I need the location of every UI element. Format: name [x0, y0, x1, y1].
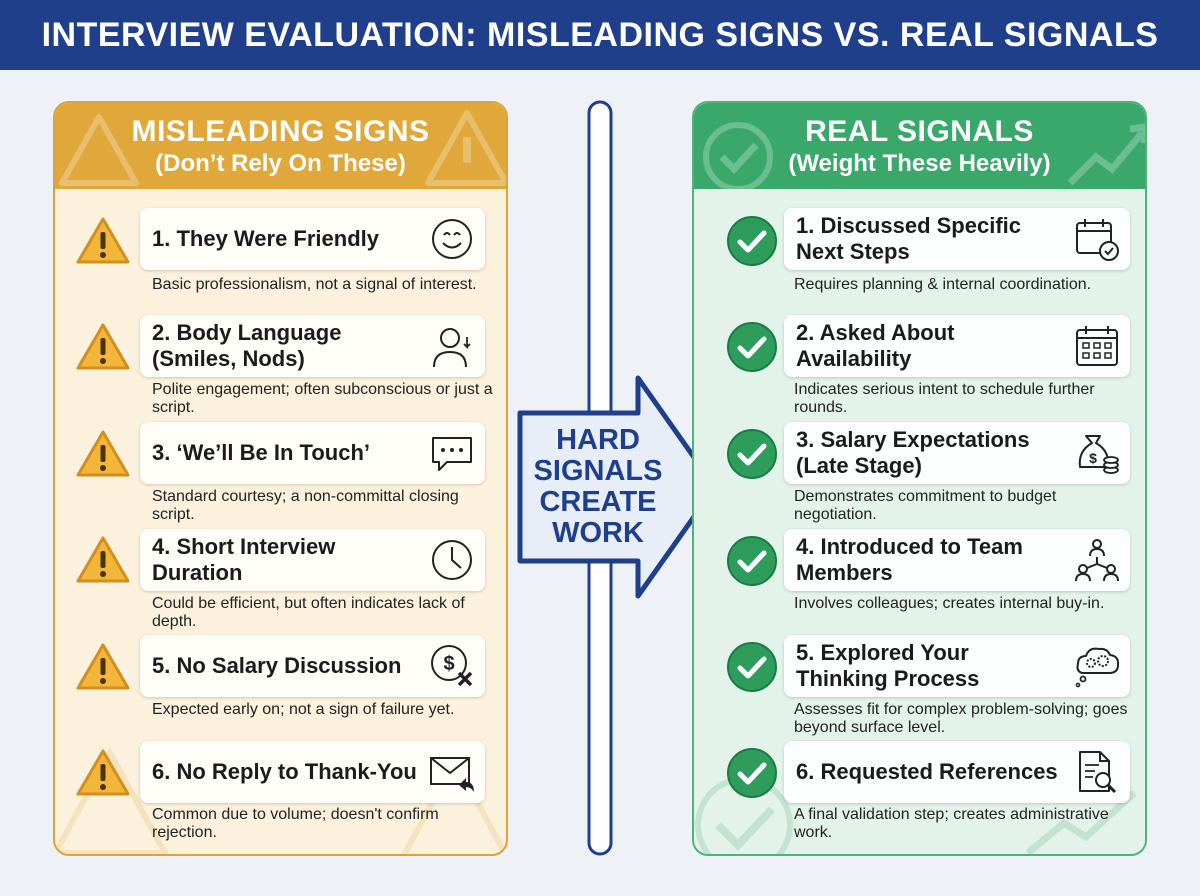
misleading-item-label: 3. ‘We’ll Be In Touch’	[152, 440, 370, 465]
real-signal-item-desc: Assesses fit for complex problem-solving…	[794, 701, 1128, 736]
misleading-item-6-card: 6. No Reply to Thank-You	[140, 741, 485, 803]
real-signal-item-3-card: 3. Salary Expectations (Late Stage) $	[784, 422, 1130, 484]
real-signal-item-label: 3. Salary Expectations (Late Stage)	[796, 427, 1030, 478]
no-money-icon: $	[431, 645, 473, 687]
page-header: INTERVIEW EVALUATION: MISLEADING SIGNS V…	[0, 0, 1200, 70]
misleading-item-desc: Standard courtesy; a non-committal closi…	[152, 488, 459, 523]
real-signal-item-desc: Demonstrates commitment to budget negoti…	[794, 488, 1057, 523]
misleading-item-label: 5. No Salary Discussion	[152, 653, 402, 678]
check-circle-icon	[727, 216, 777, 266]
check-circle-icon	[727, 642, 777, 692]
real-signal-item-6-card: 6. Requested References	[784, 741, 1130, 803]
misleading-item-4-card: 4. Short Interview Duration	[140, 529, 485, 591]
document-search-icon	[1079, 751, 1117, 794]
person-nod-icon	[433, 328, 471, 368]
real-signal-item-5-card: 5. Explored Your Thinking Process	[784, 635, 1130, 697]
trend-up-deco-icon	[1025, 790, 1137, 854]
real-signal-item-2-card: 2. Asked About Availability	[784, 315, 1130, 377]
hard-signals-arrow	[517, 375, 718, 599]
misleading-signs-title: MISLEADING SIGNS	[131, 115, 430, 148]
smiley-icon	[432, 219, 472, 259]
trend-up-deco-icon	[1067, 123, 1145, 186]
warning-icon	[76, 749, 130, 796]
real-signals-header: REAL SIGNALS (Weight These Heavily)	[694, 103, 1145, 189]
real-signal-item-label: 4. Introduced to Team Members	[796, 534, 1023, 585]
misleading-item-label: 1. They Were Friendly	[152, 226, 380, 251]
page-title: INTERVIEW EVALUATION: MISLEADING SIGNS V…	[41, 15, 1159, 54]
real-signal-item-label: 1. Discussed Specific Next Steps	[796, 213, 1021, 264]
check-circle-icon	[727, 748, 777, 798]
real-signal-item-desc: Indicates serious intent to schedule fur…	[794, 381, 1095, 416]
hard-signals-arrow-text: HARD SIGNALS CREATE WORK	[533, 424, 663, 549]
warning-icon	[76, 217, 130, 264]
misleading-signs-header: MISLEADING SIGNS (Don’t Rely On These)	[55, 103, 506, 189]
misleading-item-desc: Polite engagement; often subconscious or…	[152, 381, 493, 416]
check-deco-icon	[703, 122, 773, 189]
misleading-item-3-card: 3. ‘We’ll Be In Touch’	[140, 422, 485, 484]
svg-text:$: $	[1089, 450, 1097, 466]
warning-icon	[76, 536, 130, 583]
misleading-item-1-card: 1. They Were Friendly	[140, 208, 485, 270]
misleading-item-5-card: 5. No Salary Discussion $	[140, 635, 485, 697]
warning-deco-icon	[55, 746, 169, 854]
real-signal-item-1-card: 1. Discussed Specific Next Steps	[784, 208, 1130, 270]
warning-deco-icon	[425, 110, 506, 186]
team-network-icon	[1075, 539, 1119, 582]
warning-icon	[76, 323, 130, 370]
real-signal-item-desc: A final validation step; creates adminis…	[794, 806, 1109, 841]
warning-icon	[76, 643, 130, 690]
misleading-signs-panel: MISLEADING SIGNS (Don’t Rely On These) 1…	[53, 101, 508, 856]
misleading-item-desc: Could be efficient, but often indicates …	[152, 595, 465, 630]
real-signals-panel: REAL SIGNALS (Weight These Heavily) 1. D…	[692, 101, 1147, 856]
real-signal-item-4-card: 4. Introduced to Team Members	[784, 529, 1130, 591]
warning-deco-icon	[401, 754, 506, 854]
misleading-item-2-card: 2. Body Language (Smiles, Nods)	[140, 315, 485, 377]
real-signal-item-label: 5. Explored Your Thinking Process	[796, 640, 980, 691]
warning-deco-icon	[59, 114, 139, 186]
misleading-item-label: 4. Short Interview Duration	[152, 534, 336, 585]
misleading-signs-subtitle: (Don’t Rely On These)	[155, 150, 406, 177]
check-circle-icon	[727, 322, 777, 372]
real-signals-title: REAL SIGNALS	[805, 115, 1034, 148]
real-signal-item-desc: Requires planning & internal coordinatio…	[794, 276, 1092, 293]
misleading-item-label: 2. Body Language (Smiles, Nods)	[152, 320, 342, 371]
chat-bubble-icon	[432, 437, 472, 471]
clock-icon	[432, 540, 472, 580]
misleading-item-desc: Basic professionalism, not a signal of i…	[152, 276, 477, 293]
check-circle-icon	[727, 429, 777, 479]
misleading-item-desc: Common due to volume; doesn't confirm re…	[152, 806, 439, 841]
envelope-reply-icon	[430, 757, 474, 792]
money-bag-icon: $	[1078, 435, 1119, 474]
warning-icon	[76, 430, 130, 477]
misleading-item-label: 6. No Reply to Thank-You	[152, 759, 417, 784]
real-signal-item-desc: Involves colleagues; creates internal bu…	[794, 595, 1105, 612]
real-signal-item-label: 6. Requested References	[796, 759, 1058, 784]
check-circle-icon	[727, 536, 777, 586]
thinking-gears-icon	[1075, 647, 1120, 688]
real-signal-item-label: 2. Asked About Availability	[796, 320, 955, 371]
misleading-item-desc: Expected early on; not a sign of failure…	[152, 701, 455, 718]
calendar-grid-icon	[1076, 326, 1118, 366]
svg-text:$: $	[443, 653, 454, 675]
real-signals-subtitle: (Weight These Heavily)	[788, 150, 1051, 177]
calendar-check-icon	[1076, 219, 1119, 261]
